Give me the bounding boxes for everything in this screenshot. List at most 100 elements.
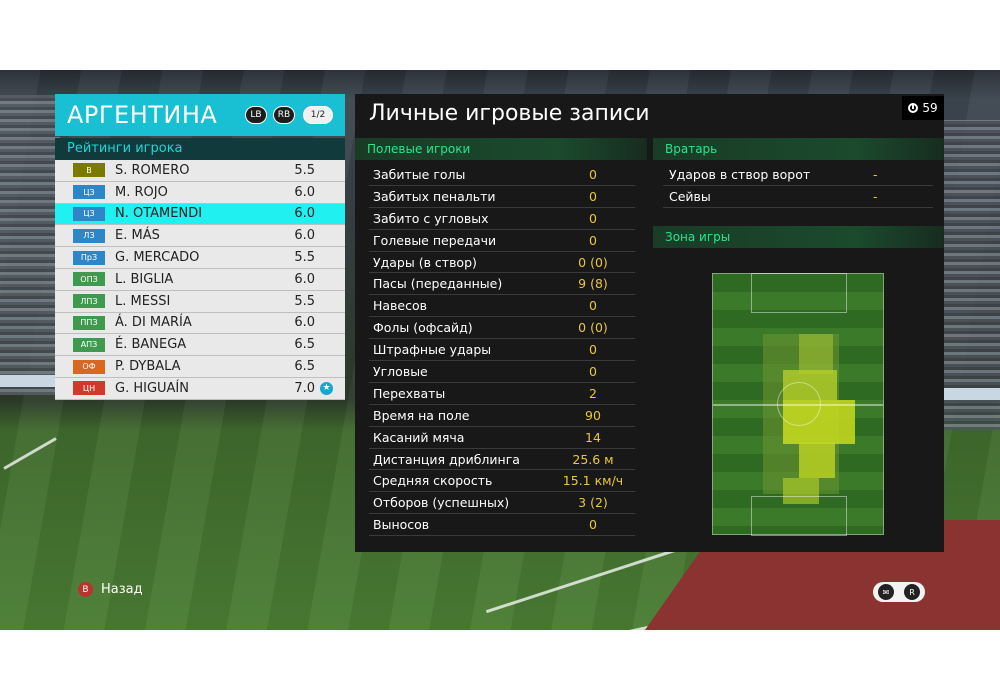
player-rating: 5.5 <box>294 162 315 178</box>
stat-label: Штрафные удары <box>373 342 492 358</box>
stat-label: Голевые передачи <box>373 232 497 248</box>
stat-row: Пасы (переданные) 9 (8) <box>369 273 635 296</box>
lb-button[interactable]: LB <box>245 106 267 124</box>
player-rating: 6.0 <box>294 206 315 222</box>
rb-button[interactable]: RB <box>273 106 295 124</box>
stat-label: Касаний мяча <box>373 429 465 445</box>
timer: 59 <box>902 96 944 120</box>
stat-label: Навесов <box>373 298 428 314</box>
b-button-icon: B <box>78 582 93 597</box>
stat-label: Забито с угловых <box>373 210 489 226</box>
stat-label: Перехваты <box>373 385 446 401</box>
stat-row: Касаний мяча 14 <box>369 427 635 449</box>
gk-stat-row: Сейвы - <box>663 186 933 208</box>
stat-label: Дистанция дриблинга <box>373 451 520 467</box>
player-row[interactable]: В S. ROMERO 5.5 <box>55 160 345 182</box>
panel-title: Личные игровые записи <box>369 101 650 126</box>
player-row[interactable]: ППЗ Á. DI MARÍA 6.0 <box>55 312 345 335</box>
gk-stat-row: Ударов в створ ворот - <box>663 164 933 186</box>
player-rating: 7.0 <box>294 380 315 396</box>
stat-label: Отборов (успешных) <box>373 495 510 511</box>
stat-row: Штрафные удары 0 <box>369 339 635 362</box>
back-button[interactable]: B Назад <box>78 582 143 597</box>
stat-row: Забитые голы 0 <box>369 164 635 186</box>
penalty-area-top <box>751 273 847 313</box>
player-row[interactable]: ЦН G. HIGUAÍN 7.0 ★ <box>55 377 345 400</box>
player-row[interactable]: ЛПЗ L. MESSI 5.5 <box>55 290 345 313</box>
stat-row: Угловые 0 <box>369 361 635 383</box>
stat-value: 25.6 м <box>572 451 614 467</box>
stat-label: Время на поле <box>373 407 470 423</box>
player-rating: 6.5 <box>294 359 315 375</box>
clock-icon <box>908 103 919 113</box>
player-name: G. MERCADO <box>115 250 200 266</box>
stat-label: Угловые <box>373 363 428 379</box>
stat-row: Забитых пенальти 0 <box>369 186 635 208</box>
stat-value: 0 <box>589 232 597 248</box>
stat-value: 0 <box>589 166 597 182</box>
player-name: E. MÁS <box>115 228 160 244</box>
player-row[interactable]: ЛЗ E. MÁS 6.0 <box>55 225 345 248</box>
player-name: N. OTAMENDI <box>115 206 203 222</box>
stat-row: Отборов (успешных) 3 (2) <box>369 492 635 515</box>
position-badge: АПЗ <box>73 337 105 352</box>
stat-label: Пасы (переданные) <box>373 276 503 292</box>
stat-row: Время на поле 90 <box>369 405 635 427</box>
gk-stat-value: - <box>873 167 878 182</box>
player-row[interactable]: ЦЗ N. OTAMENDI 6.0 <box>55 203 345 226</box>
position-badge: ПрЗ <box>73 250 105 265</box>
gk-stat-label: Сейвы <box>669 189 711 204</box>
stat-row: Забито с угловых 0 <box>369 208 635 230</box>
stat-value: 90 <box>585 407 601 423</box>
player-list: В S. ROMERO 5.5 ЦЗ M. ROJO 6.0 ЦЗ N. OTAMENDI 6.… <box>55 160 345 400</box>
stat-value: 0 <box>589 517 597 533</box>
back-label: Назад <box>101 582 143 597</box>
stat-label: Фолы (офсайд) <box>373 320 473 336</box>
player-name: P. DYBALA <box>115 359 181 375</box>
player-row[interactable]: АПЗ É. BANEGA 6.5 <box>55 334 345 357</box>
position-badge: В <box>73 163 105 178</box>
stat-row: Перехваты 2 <box>369 383 635 405</box>
player-row[interactable]: ОФ P. DYBALA 6.5 <box>55 356 345 378</box>
stat-row: Навесов 0 <box>369 295 635 318</box>
penalty-area-bottom <box>751 496 847 536</box>
player-row[interactable]: ОПЗ L. BIGLIA 6.0 <box>55 268 345 291</box>
team-header: АРГЕНТИНА LB RB 1/2 <box>55 94 345 136</box>
player-rating: 6.5 <box>294 337 315 353</box>
position-badge: ЦН <box>73 381 105 396</box>
stat-label: Забитых пенальти <box>373 188 496 204</box>
position-badge: ППЗ <box>73 315 105 330</box>
field-stats-list: Забитые голы 0 Забитых пенальти 0 Забито с у… <box>355 164 647 537</box>
stat-row: Дистанция дриблинга 25.6 м <box>369 449 635 471</box>
heat-zone <box>799 334 833 374</box>
goalkeeper-stats-list: Ударов в створ ворот - Сейвы - <box>657 164 933 208</box>
player-rating: 6.0 <box>294 271 315 287</box>
stat-value: 0 <box>589 342 597 358</box>
stat-value: 2 <box>589 385 597 401</box>
position-badge: ЛПЗ <box>73 294 105 309</box>
player-name: S. ROMERO <box>115 162 190 178</box>
ratings-title: Рейтинги игрока <box>55 138 345 160</box>
chat-icon[interactable]: ✉ <box>878 584 894 600</box>
player-row[interactable]: ЦЗ M. ROJO 6.0 <box>55 181 345 204</box>
rs-button-icon[interactable]: R <box>904 584 920 600</box>
position-badge: ОФ <box>73 359 105 374</box>
heat-zone <box>783 478 819 504</box>
heatmap-pitch <box>712 273 884 536</box>
position-badge: ЦЗ <box>73 206 105 221</box>
stat-value: 0 <box>589 298 597 314</box>
team-name: АРГЕНТИНА <box>67 101 218 129</box>
stat-value: 0 (0) <box>578 254 608 270</box>
player-row[interactable]: ПрЗ G. MERCADO 5.5 <box>55 247 345 269</box>
field-players-header: Полевые игроки <box>355 138 647 160</box>
timer-value: 59 <box>922 101 938 115</box>
stat-value: 0 <box>589 188 597 204</box>
stat-value: 0 (0) <box>578 320 608 336</box>
corner-buttons: ✉ R <box>873 582 925 602</box>
stat-row: Голевые передачи 0 <box>369 230 635 252</box>
stat-value: 9 (8) <box>578 276 608 292</box>
stat-label: Забитые голы <box>373 166 466 182</box>
stat-value: 15.1 км/ч <box>562 473 624 489</box>
player-rating: 5.5 <box>294 293 315 309</box>
star-icon: ★ <box>320 381 333 395</box>
